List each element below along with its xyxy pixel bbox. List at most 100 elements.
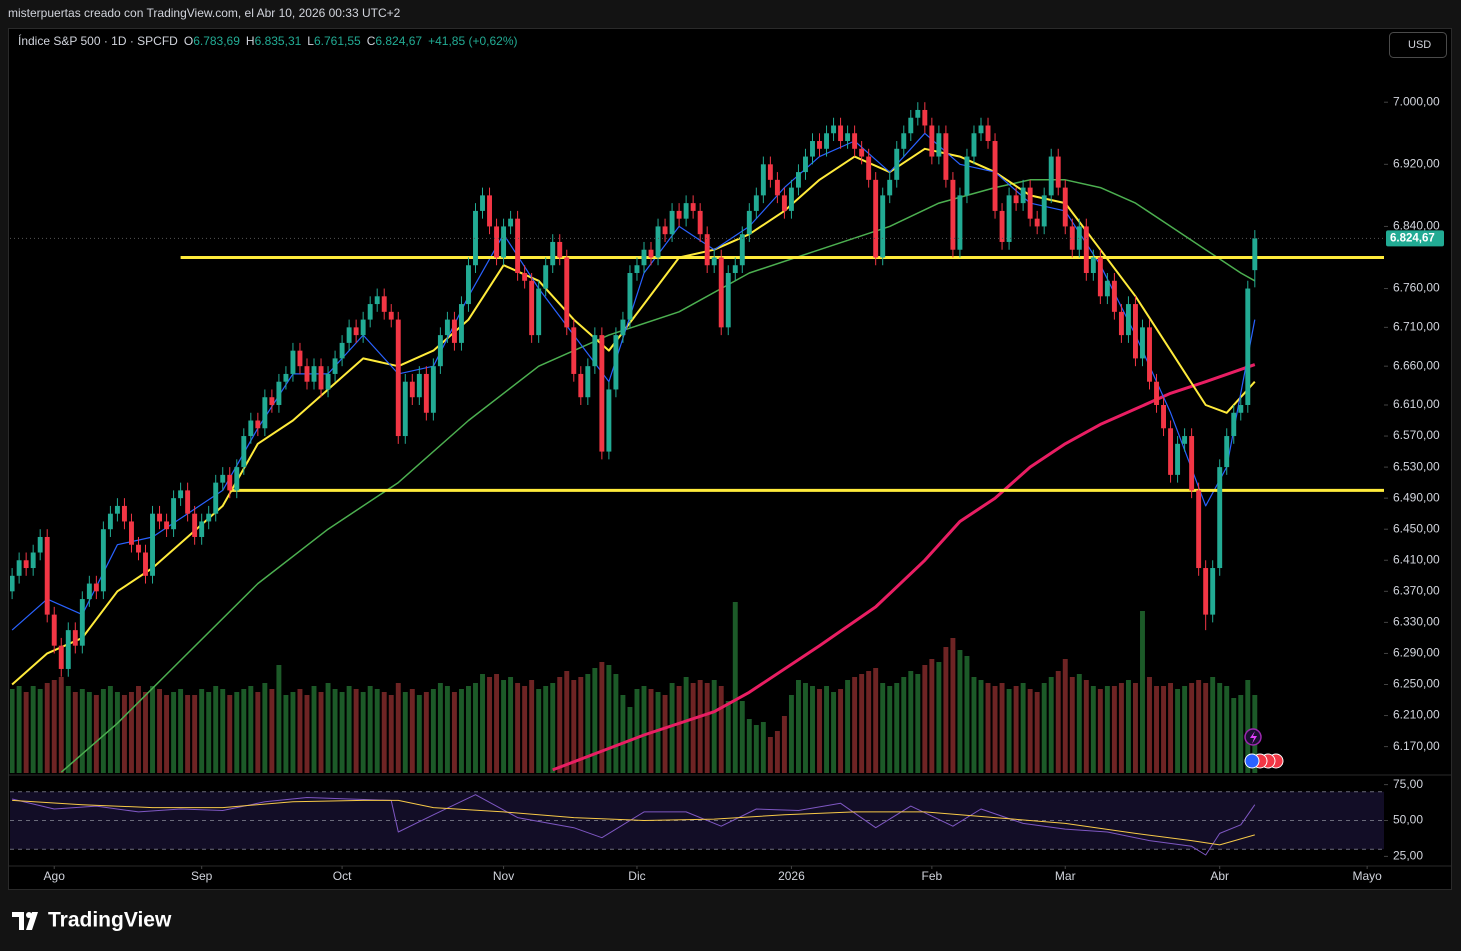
candle-body [578,373,584,398]
currency[interactable]: USD [1408,39,1431,51]
volume-bar [725,701,731,773]
candle-body [543,265,549,289]
candle-body [1041,195,1047,227]
volume-bar [164,695,170,773]
candle-body [613,335,619,390]
volume-bar [655,692,661,773]
candle-body [121,505,127,522]
volume-bar [648,689,654,773]
candle-body [711,257,717,266]
candle-body [164,521,170,530]
volume-bar [16,686,22,773]
volume-bar [114,692,120,773]
volume-bar [613,674,619,773]
candle-body [311,366,317,382]
candle-body [143,552,148,576]
volume-bar [262,683,268,773]
volume-bar [1133,683,1138,773]
candle-body [1062,187,1068,227]
candle-body [739,234,745,266]
volume-bar [51,680,57,773]
volume-bar [585,674,591,773]
volume-bar [311,686,317,773]
volume-bar [599,662,605,773]
candle-body [178,490,184,499]
candle-body [339,342,345,359]
candle-body [971,133,977,157]
candle-body [227,474,233,491]
y-tick-label: 6.170,00 [1393,739,1440,753]
candle-body [634,265,640,274]
candle-body [283,373,289,382]
candle-body [1217,467,1223,569]
candle-body [908,117,914,134]
candle-body [1140,327,1145,359]
y-tick-label: 50,00 [1393,813,1423,827]
candle-body [732,265,738,274]
event-icons [1244,728,1284,769]
volume-bar [304,695,310,773]
candle-body [353,327,359,336]
volume-bar [332,689,338,773]
candle-body [880,195,886,258]
candle-body [571,327,577,374]
legend-value: 6.835,31 [255,34,302,48]
volume-bar [297,689,303,773]
candle-body [1154,381,1159,405]
logo-dot [26,912,32,918]
volume-bar [346,686,352,773]
candle-body [150,513,155,576]
brand: TradingView [48,909,172,932]
icon-bolt [1250,731,1257,744]
candle-body [367,304,373,320]
volume-bar [1196,680,1202,773]
volume-bar [915,674,921,773]
candle-body [866,156,872,180]
x-tick-label: Mayo [1352,869,1382,883]
candle-body [262,397,268,429]
volume-bar [416,695,422,773]
volume-bar [564,671,570,773]
candle-body [620,319,626,336]
volume-bar [1224,686,1230,773]
candle-body [494,226,500,258]
candle-body [929,125,935,157]
candle-body [423,373,429,413]
candle-body [269,397,275,405]
candle-body [803,156,808,173]
candle-body [564,257,570,328]
flag[interactable] [1244,753,1260,769]
volume-bar [234,692,240,773]
volume-bar [971,677,977,773]
candle-body [1133,304,1138,359]
indicator-line [60,179,1256,773]
candle-body [466,265,471,305]
candle-body [641,249,647,266]
candle-body [360,319,366,336]
x-tick-label: Abr [1210,869,1229,883]
candle-body [1161,404,1166,429]
volume-bar [1062,659,1068,773]
x-tick-label: 2026 [778,869,805,883]
volume-bar [880,683,886,773]
candle-body [332,358,338,374]
candle-body [592,335,598,367]
candle-body [58,645,64,669]
volume-bar [395,683,401,773]
candle-body [662,226,668,235]
volume-bar [1154,686,1159,773]
currency-button[interactable] [1389,32,1447,58]
volume-bar [367,686,373,773]
volume-bar [241,689,247,773]
candle-body [129,521,134,545]
candle-body [957,195,963,250]
candle-body [746,210,752,235]
candle-body [767,164,773,180]
candle-body [192,513,198,537]
volume-bar [620,695,626,773]
candle-body [669,210,675,235]
volume-bar [1210,677,1216,773]
candle-body [753,195,759,211]
